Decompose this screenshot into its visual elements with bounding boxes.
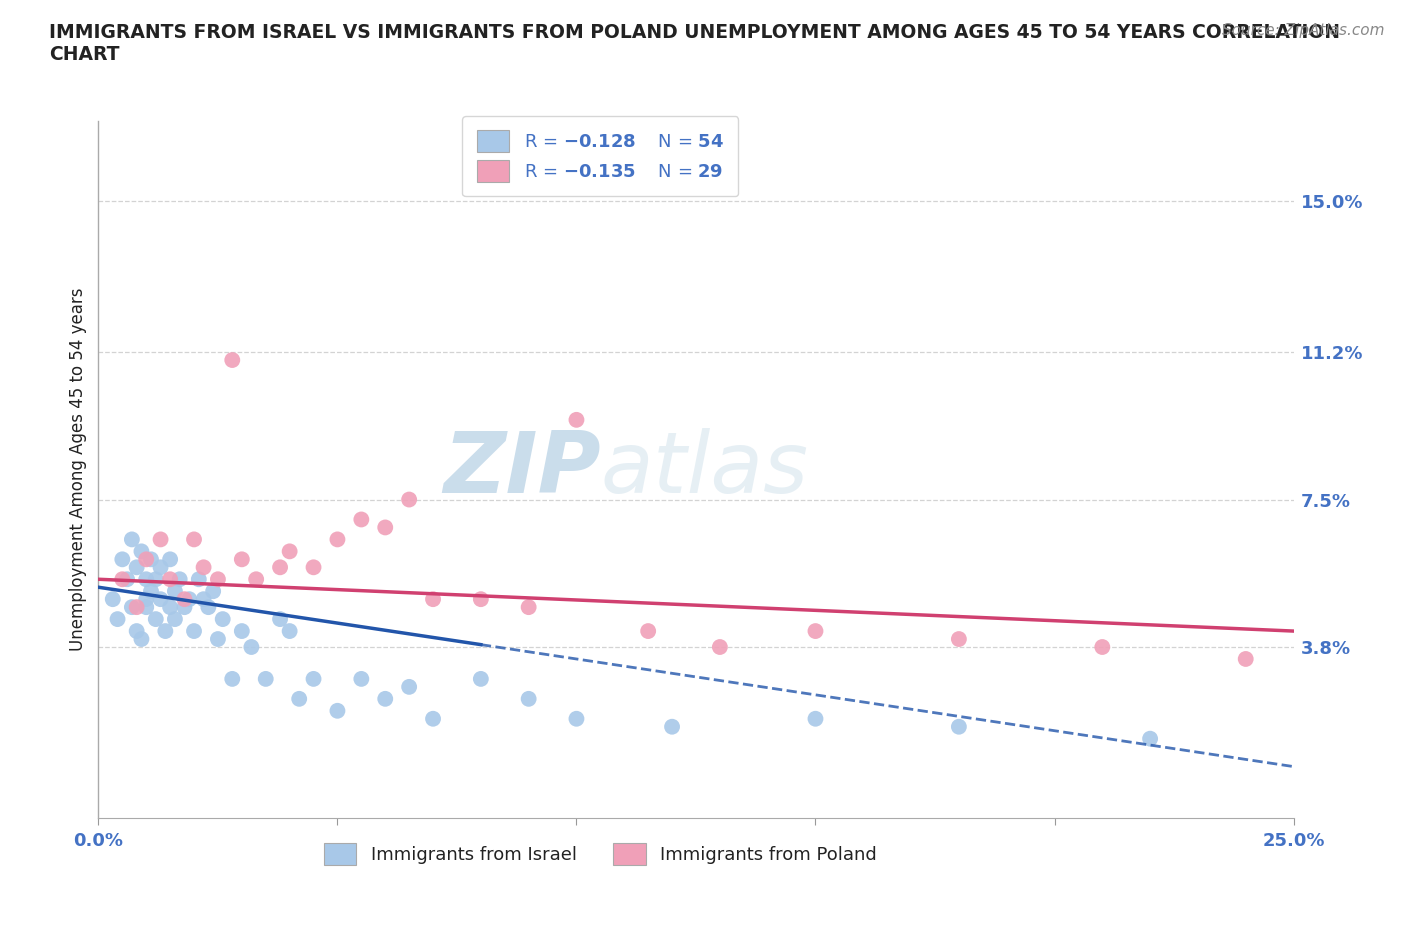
Point: [470, 671, 492, 686]
Point: [183, 532, 205, 547]
Point: [245, 572, 267, 587]
Point: [149, 532, 172, 547]
Point: [155, 624, 177, 639]
Point: [163, 584, 186, 599]
Point: [269, 612, 291, 627]
Point: [278, 544, 301, 559]
Point: [111, 551, 134, 566]
Point: [159, 551, 181, 566]
Point: [637, 624, 659, 639]
Point: [254, 671, 277, 686]
Point: [207, 631, 229, 646]
Point: [111, 572, 134, 587]
Point: [398, 492, 420, 507]
Point: [179, 591, 201, 606]
Point: [207, 572, 229, 587]
Point: [288, 691, 311, 706]
Point: [125, 624, 148, 639]
Point: [169, 572, 191, 587]
Point: [470, 591, 492, 606]
Point: [135, 591, 157, 606]
Point: [101, 591, 124, 606]
Legend: Immigrants from Israel, Immigrants from Poland: Immigrants from Israel, Immigrants from …: [309, 829, 891, 879]
Point: [1091, 640, 1114, 655]
Point: [804, 711, 827, 726]
Point: [350, 671, 373, 686]
Point: [145, 612, 167, 627]
Point: [159, 572, 181, 587]
Point: [193, 591, 215, 606]
Point: [1234, 652, 1257, 667]
Point: [661, 719, 683, 734]
Point: [398, 680, 420, 695]
Point: [139, 551, 162, 566]
Point: [173, 591, 195, 606]
Point: [139, 584, 162, 599]
Point: [565, 412, 588, 427]
Point: [163, 612, 186, 627]
Point: [326, 532, 349, 547]
Point: [231, 624, 253, 639]
Point: [121, 600, 143, 615]
Text: IMMIGRANTS FROM ISRAEL VS IMMIGRANTS FROM POLAND UNEMPLOYMENT AMONG AGES 45 TO 5: IMMIGRANTS FROM ISRAEL VS IMMIGRANTS FRO…: [49, 23, 1340, 64]
Point: [231, 551, 253, 566]
Point: [135, 600, 157, 615]
Point: [135, 551, 157, 566]
Point: [517, 600, 540, 615]
Point: [149, 560, 172, 575]
Point: [121, 532, 143, 547]
Point: [221, 352, 243, 367]
Point: [278, 624, 301, 639]
Point: [302, 560, 325, 575]
Point: [159, 600, 181, 615]
Point: [197, 600, 219, 615]
Point: [948, 631, 970, 646]
Point: [422, 711, 444, 726]
Point: [173, 600, 195, 615]
Point: [149, 591, 172, 606]
Point: [804, 624, 827, 639]
Point: [422, 591, 444, 606]
Point: [115, 572, 138, 587]
Point: [374, 520, 396, 535]
Point: [240, 640, 263, 655]
Point: [709, 640, 731, 655]
Point: [131, 631, 153, 646]
Text: atlas: atlas: [600, 428, 808, 512]
Point: [125, 560, 148, 575]
Point: [211, 612, 233, 627]
Point: [517, 691, 540, 706]
Point: [350, 512, 373, 527]
Point: [193, 560, 215, 575]
Point: [326, 703, 349, 718]
Point: [1139, 731, 1161, 746]
Point: [565, 711, 588, 726]
Point: [187, 572, 209, 587]
Point: [135, 572, 157, 587]
Text: Source: ZipAtlas.com: Source: ZipAtlas.com: [1222, 23, 1385, 38]
Point: [145, 572, 167, 587]
Point: [131, 544, 153, 559]
Point: [221, 671, 243, 686]
Point: [948, 719, 970, 734]
Point: [374, 691, 396, 706]
Text: ZIP: ZIP: [443, 428, 600, 512]
Point: [107, 612, 129, 627]
Point: [302, 671, 325, 686]
Point: [202, 584, 225, 599]
Point: [269, 560, 291, 575]
Y-axis label: Unemployment Among Ages 45 to 54 years: Unemployment Among Ages 45 to 54 years: [69, 288, 87, 651]
Point: [125, 600, 148, 615]
Point: [183, 624, 205, 639]
